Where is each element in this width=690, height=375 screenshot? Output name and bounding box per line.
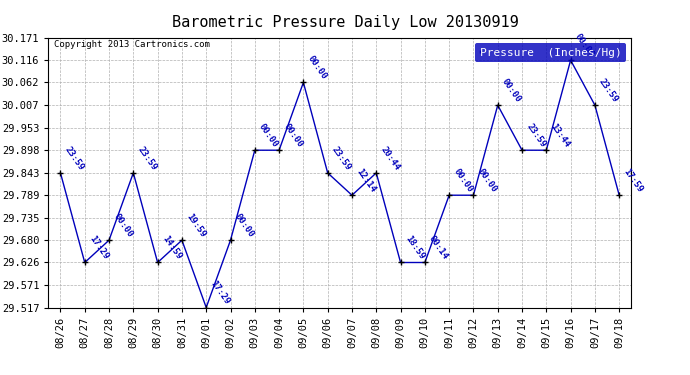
Text: 17:29: 17:29 (208, 279, 231, 306)
Text: 00:00: 00:00 (573, 32, 596, 59)
Text: 00:00: 00:00 (500, 77, 523, 104)
Text: 00:00: 00:00 (233, 212, 256, 239)
Text: 23:59: 23:59 (330, 144, 353, 172)
Text: 23:59: 23:59 (524, 122, 547, 149)
Text: 00:14: 00:14 (427, 234, 450, 261)
Text: 00:00: 00:00 (112, 212, 135, 239)
Text: 19:59: 19:59 (184, 212, 207, 239)
Text: Barometric Pressure Daily Low 20130919: Barometric Pressure Daily Low 20130919 (172, 15, 518, 30)
Text: 00:00: 00:00 (451, 167, 474, 194)
Text: 12:14: 12:14 (355, 167, 377, 194)
Text: 17:59: 17:59 (622, 167, 644, 194)
Text: 23:59: 23:59 (63, 144, 86, 172)
Text: 00:00: 00:00 (476, 167, 499, 194)
Text: 17:29: 17:29 (87, 234, 110, 261)
Text: Copyright 2013 Cartronics.com: Copyright 2013 Cartronics.com (54, 40, 210, 49)
Text: 18:59: 18:59 (403, 234, 426, 261)
Text: 23:59: 23:59 (136, 144, 159, 172)
Text: 20:44: 20:44 (379, 144, 402, 172)
Text: 00:00: 00:00 (282, 122, 304, 149)
Text: 00:00: 00:00 (257, 122, 280, 149)
Legend: Pressure  (Inches/Hg): Pressure (Inches/Hg) (475, 43, 626, 62)
Text: 13:44: 13:44 (549, 122, 571, 149)
Text: 00:00: 00:00 (306, 54, 328, 81)
Text: 14:59: 14:59 (160, 234, 183, 261)
Text: 23:59: 23:59 (598, 77, 620, 104)
